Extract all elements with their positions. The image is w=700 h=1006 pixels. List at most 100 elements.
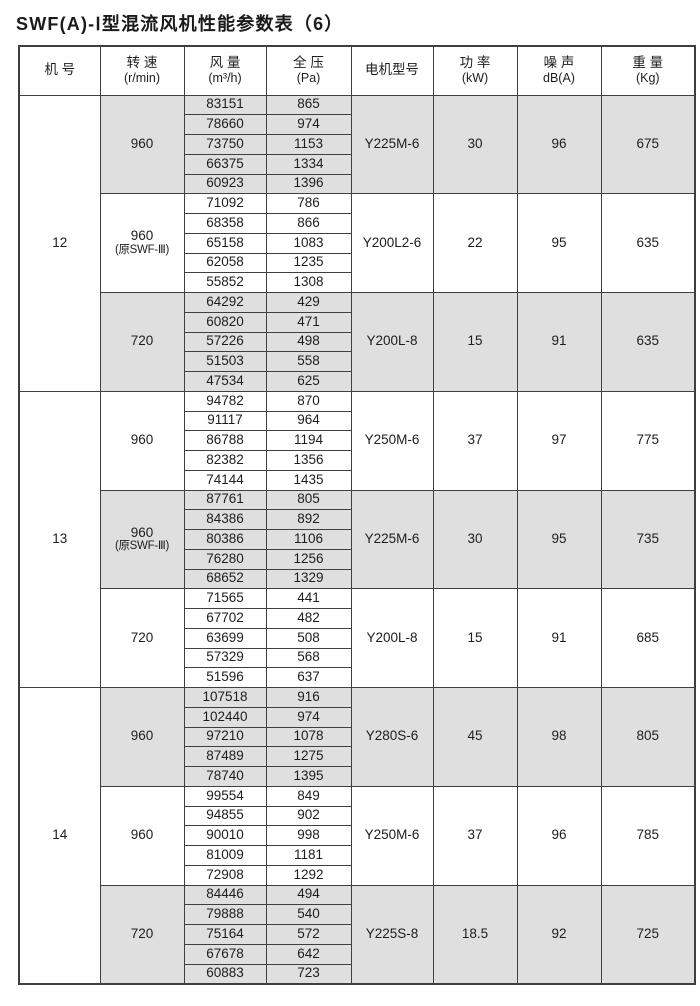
pressure-cell: 723	[265, 963, 352, 985]
speed-value: 720	[130, 925, 154, 941]
power-cell: 15	[432, 588, 518, 688]
header-weight-label: 重 量	[632, 54, 664, 70]
table-row: 80386 1106	[19, 529, 695, 550]
pressure-cell: 441	[265, 588, 352, 609]
fan-performance-table: 机 号转 速 (r/min) 风 量 (m³/h) 全 压 (Pa) 电机型号功 率 (kW)…	[18, 45, 696, 985]
header-pressure: 全 压 (Pa)	[265, 45, 352, 96]
pressure-cell: 892	[265, 509, 352, 530]
flow-cell: 79888	[183, 904, 267, 925]
flow-cell: 80386	[183, 529, 267, 550]
header-speed: 转 速 (r/min)	[99, 45, 185, 96]
pressure-cell: 964	[265, 410, 352, 432]
flow-cell: 74144	[183, 469, 267, 491]
motor-model-cell: Y225S-8	[350, 884, 434, 985]
table-row: 76280 1256	[19, 548, 695, 570]
power-cell: 22	[432, 193, 518, 293]
power-cell: 30	[432, 94, 518, 195]
weight-cell: 805	[600, 687, 696, 787]
motor-model-cell: Y250M-6	[350, 785, 434, 886]
noise-cell: 98	[516, 687, 602, 787]
pressure-cell: 540	[265, 904, 352, 925]
pressure-cell: 849	[265, 785, 352, 807]
header-speed-unit: (r/min)	[123, 71, 161, 86]
motor-model-cell: Y250M-6	[350, 390, 434, 491]
table-row: 67678 642	[19, 943, 695, 965]
header-noise-unit: dB(A)	[543, 71, 575, 86]
pressure-cell: 1396	[265, 173, 352, 195]
flow-cell: 82382	[183, 450, 267, 471]
table-row: 81009 1181	[19, 845, 695, 866]
flow-cell: 84386	[183, 509, 267, 530]
speed-value: 960	[130, 228, 154, 244]
pressure-cell: 1153	[265, 134, 352, 155]
flow-cell: 68652	[183, 568, 267, 590]
page-title: SWF(A)-Ⅰ型混流风机性能参数表（6）	[16, 14, 344, 34]
table-row: 66375 1334	[19, 153, 695, 175]
power-cell: 37	[432, 785, 518, 886]
power-cell: 45	[432, 687, 518, 787]
power-cell: 37	[432, 390, 518, 491]
table-row: 960 (原SWF-Ⅲ) 87761 805 Y225M-6 30 95 735	[19, 489, 696, 590]
weight-cell: 635	[600, 292, 696, 392]
pressure-cell: 786	[265, 193, 352, 214]
table-row: 720 71565 441 Y200L-8 15 91 685	[19, 588, 696, 688]
pressure-cell: 494	[265, 884, 352, 906]
pressure-cell: 637	[265, 667, 352, 688]
speed-cell: 720	[99, 588, 185, 688]
pressure-cell: 498	[265, 331, 352, 353]
noise-cell: 96	[516, 785, 602, 886]
table-row: 60820 471	[19, 311, 695, 333]
pressure-cell: 1256	[265, 548, 352, 570]
pressure-cell: 1181	[265, 845, 352, 866]
flow-cell: 83151	[183, 94, 267, 116]
header-pressure-label: 全 压	[293, 54, 324, 70]
flow-cell: 75164	[183, 924, 267, 945]
header-weight: 重 量 (Kg)	[600, 45, 696, 96]
header-motor-model-label: 电机型号	[365, 62, 419, 78]
pressure-cell: 1275	[265, 746, 352, 767]
pressure-cell: 642	[265, 943, 352, 965]
header-flow: 风 量 (m³/h)	[183, 45, 267, 96]
pressure-cell: 870	[265, 390, 352, 412]
noise-cell: 91	[516, 588, 602, 688]
speed-value: 720	[130, 333, 154, 349]
pressure-cell: 471	[265, 311, 352, 333]
table-row: 57226 498	[19, 331, 695, 353]
pressure-cell: 625	[265, 371, 352, 392]
speed-cell: 960	[99, 390, 185, 491]
pressure-cell: 1308	[265, 272, 352, 293]
flow-cell: 67702	[183, 608, 267, 629]
pressure-cell: 1292	[265, 864, 352, 886]
speed-cell: 720	[99, 884, 185, 985]
weight-cell: 785	[600, 785, 696, 886]
table-row: 12 960 83151 865 Y225M-6 30 96 675	[18, 94, 696, 392]
header-pressure-unit: (Pa)	[296, 71, 321, 86]
speed-cell: 960 (原SWF-Ⅲ)	[99, 193, 185, 293]
pressure-cell: 1106	[265, 529, 352, 550]
flow-cell: 68358	[183, 213, 267, 234]
table-row: 960 99554 849 Y250M-6 37 96 785	[19, 785, 696, 886]
noise-cell: 97	[516, 390, 602, 491]
speed-value: 960	[130, 432, 154, 448]
table-row: 90010 998	[19, 825, 695, 846]
header-machine-no-label: 机 号	[44, 62, 76, 78]
flow-cell: 71565	[183, 588, 267, 609]
speed-cell: 960 (原SWF-Ⅲ)	[99, 489, 185, 590]
pressure-cell: 482	[265, 608, 352, 629]
speed-cell: 960	[99, 687, 185, 787]
flow-cell: 99554	[183, 785, 267, 807]
flow-cell: 57329	[183, 647, 267, 669]
table-row: 73750 1153	[19, 134, 695, 155]
header-speed-label: 转 速	[126, 54, 158, 70]
power-cell: 18.5	[432, 884, 518, 985]
pressure-cell: 902	[265, 805, 352, 827]
pressure-cell: 974	[265, 114, 352, 135]
flow-cell: 51596	[183, 667, 267, 688]
table-row: 68358 866	[19, 213, 695, 234]
table-row: 87489 1275	[19, 746, 695, 767]
table-row: 51596 637	[19, 667, 695, 688]
flow-cell: 60923	[183, 173, 267, 195]
speed-note: (原SWF-Ⅲ)	[114, 540, 170, 553]
noise-cell: 91	[516, 292, 602, 392]
